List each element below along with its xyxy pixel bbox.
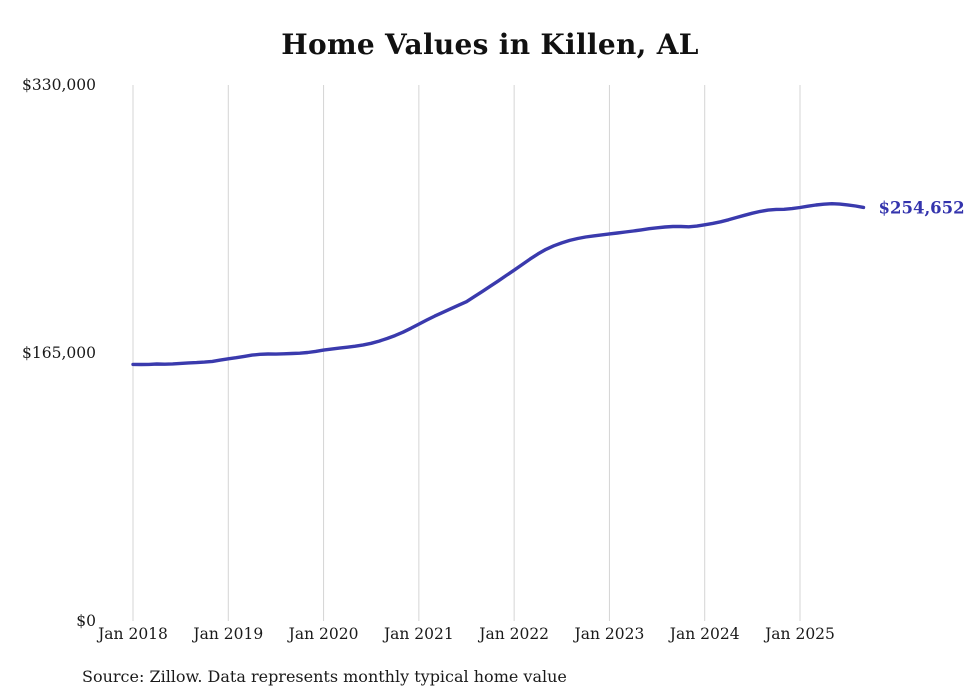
gridlines [132,85,801,621]
latest-value-label: $254,652 [879,198,965,217]
svg-text:Jan 2024: Jan 2024 [668,625,740,643]
svg-text:Jan 2025: Jan 2025 [763,625,835,643]
svg-text:Jan 2020: Jan 2020 [287,625,359,643]
series-line [131,201,866,367]
svg-text:Jan 2023: Jan 2023 [573,625,645,643]
svg-text:Jan 2022: Jan 2022 [477,625,549,643]
svg-text:Jan 2018: Jan 2018 [96,625,168,643]
svg-text:Jan 2021: Jan 2021 [382,625,454,643]
source-note: Source: Zillow. Data represents monthly … [82,667,567,686]
y-axis-labels: $330,000 $165,000 $0 [22,76,96,630]
svg-text:$165,000: $165,000 [22,344,96,362]
chart-title: Home Values in Killen, AL [281,28,699,61]
svg-text:$0: $0 [76,612,96,630]
svg-text:Jan 2019: Jan 2019 [191,625,263,643]
x-axis-labels: Jan 2018 Jan 2019 Jan 2020 Jan 2021 Jan 2022… [96,625,835,643]
svg-text:$330,000: $330,000 [22,76,96,94]
